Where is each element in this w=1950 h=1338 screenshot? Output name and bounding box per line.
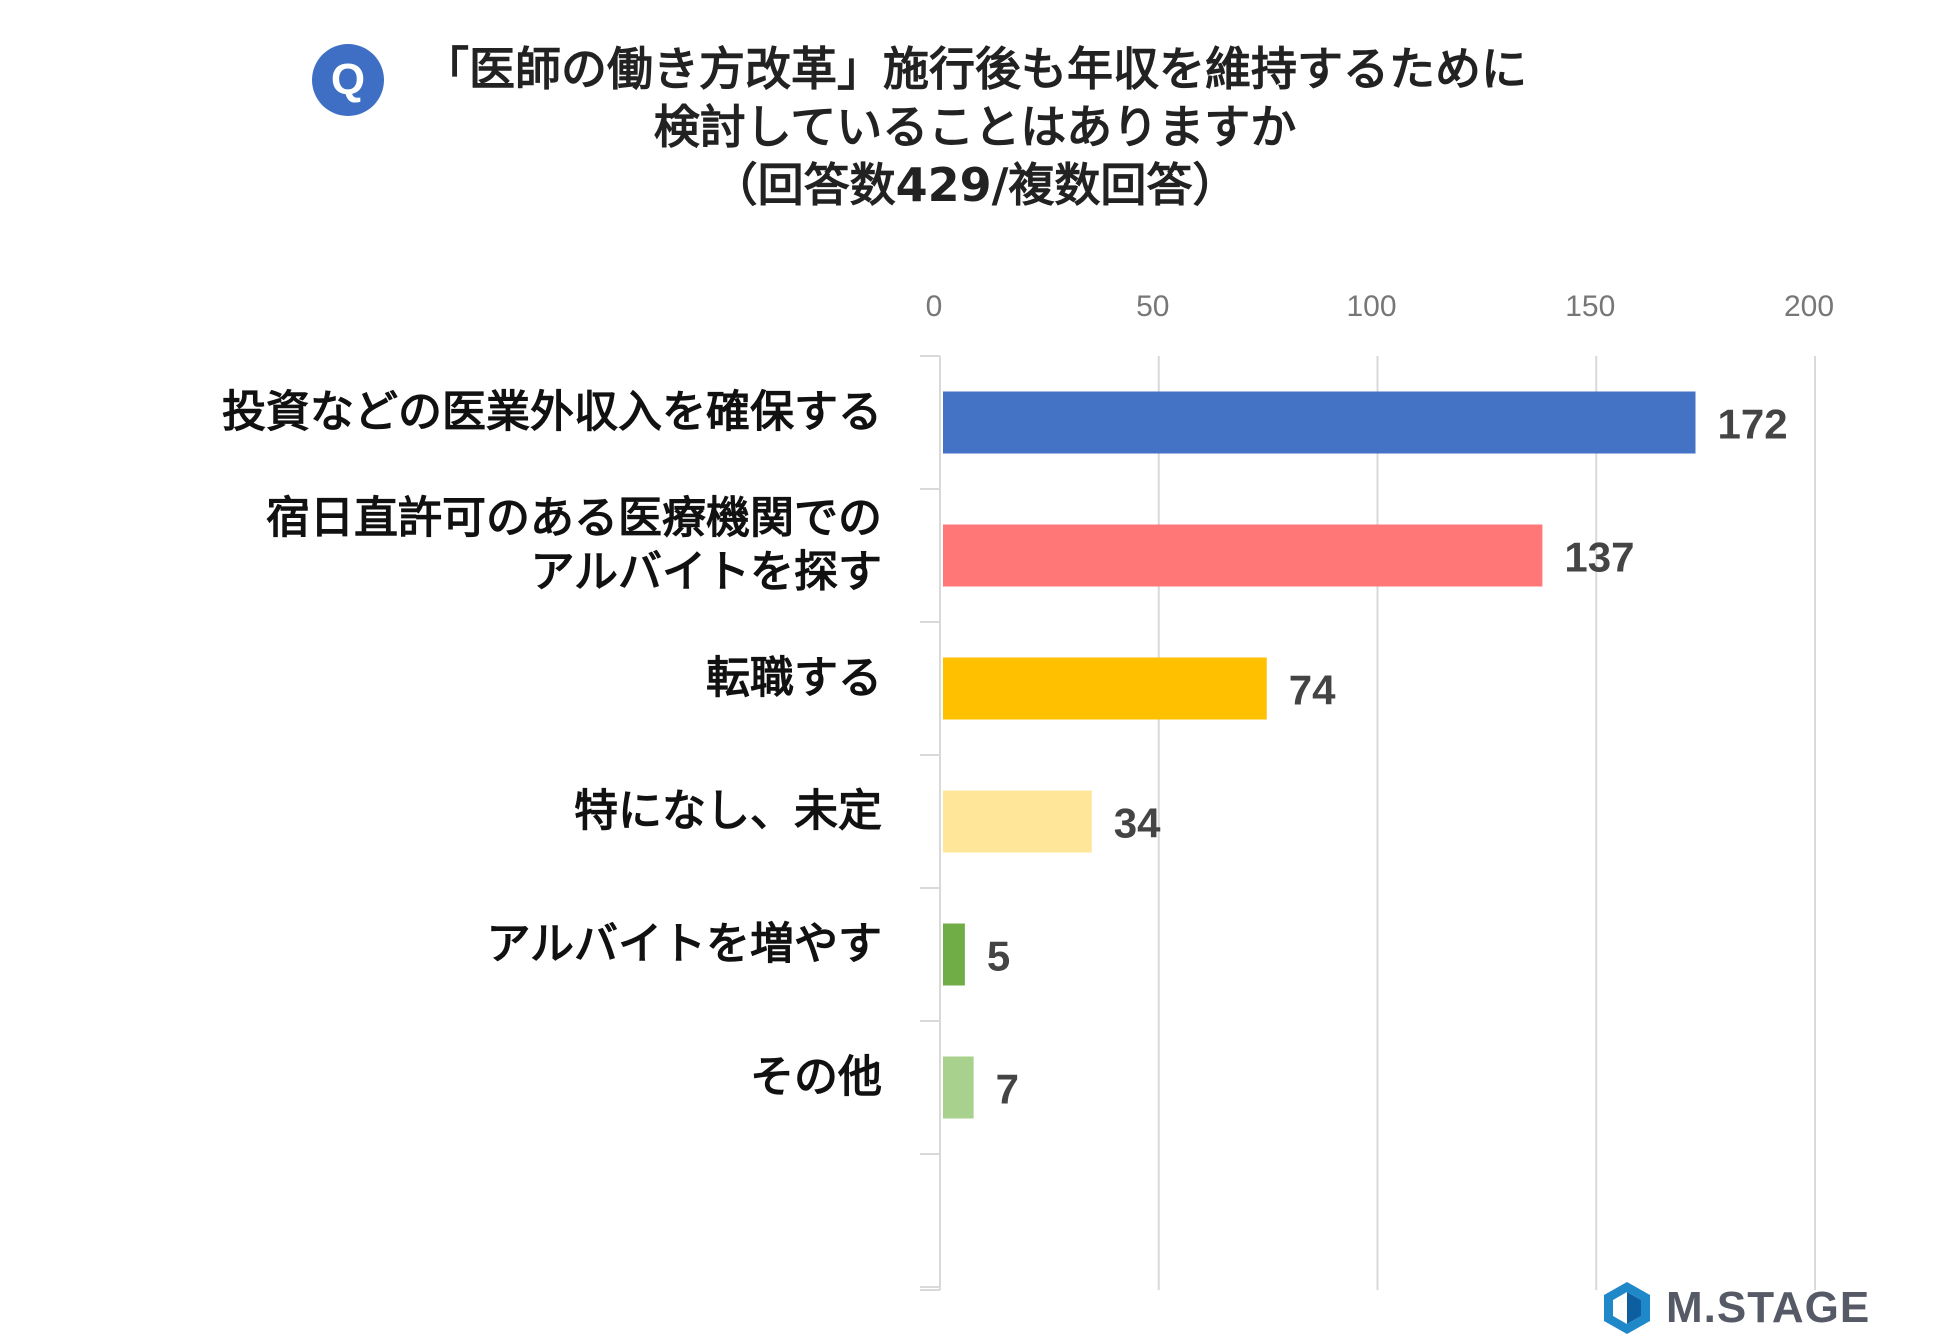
logo-text: M.STAGE xyxy=(1666,1283,1871,1332)
x-tick-label: 150 xyxy=(1565,290,1615,323)
brand-logo: M.STAGE xyxy=(1598,1278,1870,1338)
bar xyxy=(943,657,1267,720)
bar xyxy=(943,391,1696,454)
bar xyxy=(943,524,1543,587)
question-badge: Q xyxy=(312,44,384,116)
data-label: 5 xyxy=(987,933,1010,980)
title-line-1: 「医師の働き方改革」施行後も年収を維持するために xyxy=(423,42,1527,96)
category-label: アルバイトを増やす xyxy=(486,919,882,970)
x-tick-label: 0 xyxy=(926,290,943,323)
title-line-2: 検討していることはありますか xyxy=(653,100,1297,154)
bar xyxy=(943,790,1092,853)
x-tick-label: 100 xyxy=(1346,290,1396,323)
category-label: 転職する xyxy=(706,653,882,704)
data-label: 137 xyxy=(1564,534,1634,581)
data-label: 74 xyxy=(1289,667,1336,714)
x-tick-label: 200 xyxy=(1784,290,1834,323)
bar xyxy=(943,1056,974,1119)
category-label: その他 xyxy=(750,1052,882,1103)
chart-title: 「医師の働き方改革」施行後も年収を維持するために 検討していることはありますか … xyxy=(0,40,1950,214)
category-label: 投資などの医業外収入を確保する xyxy=(222,387,882,438)
category-label: 宿日直許可のある医療機関での xyxy=(266,493,882,544)
title-line-3: （回答数429/複数回答） xyxy=(711,158,1239,212)
bar xyxy=(943,923,965,986)
x-tick-label: 50 xyxy=(1136,290,1169,323)
category-label: 特になし、未定 xyxy=(574,786,882,837)
data-label: 34 xyxy=(1114,800,1161,847)
hexagon-logo-icon xyxy=(1604,1282,1650,1334)
data-label: 7 xyxy=(996,1066,1019,1113)
category-label: アルバイトを探す xyxy=(530,547,882,598)
data-label: 172 xyxy=(1718,401,1788,448)
